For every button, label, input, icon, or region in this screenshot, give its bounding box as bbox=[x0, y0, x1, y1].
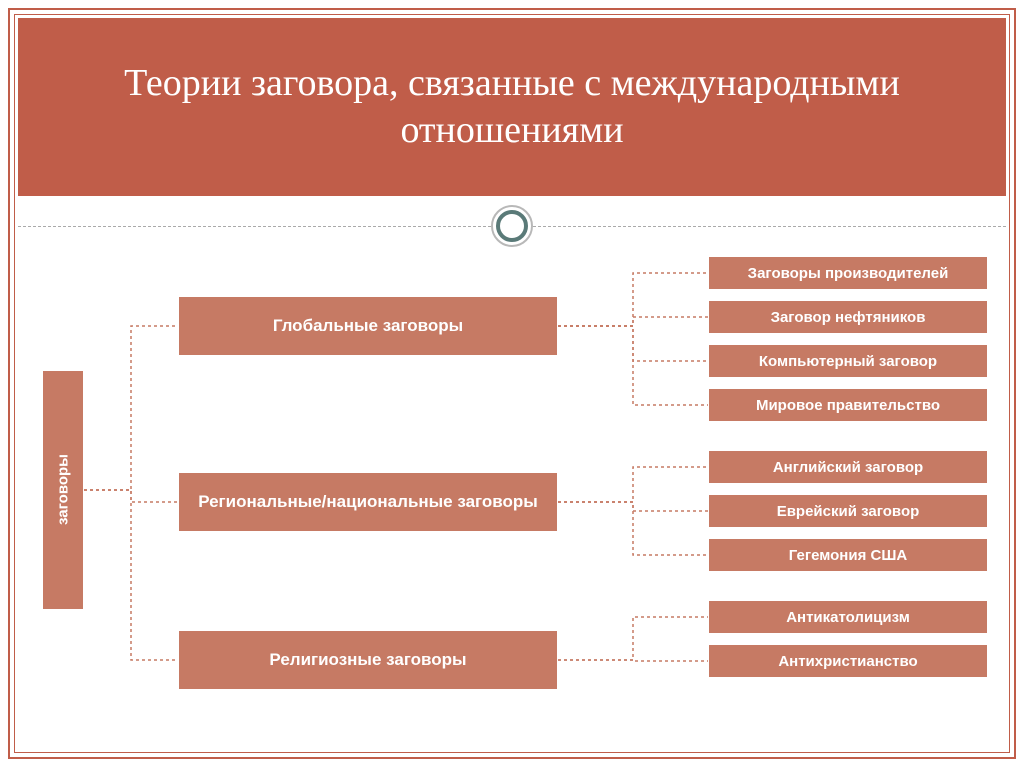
tree-node: Антикатолицизм bbox=[708, 600, 988, 634]
tree-node: Заговоры производителей bbox=[708, 256, 988, 290]
tree-node: заговоры bbox=[42, 370, 84, 610]
tree-node: Еврейский заговор bbox=[708, 494, 988, 528]
tree-node: Глобальные заговоры bbox=[178, 296, 558, 356]
tree-node: Заговор нефтяников bbox=[708, 300, 988, 334]
tree-node: Гегемония США bbox=[708, 538, 988, 572]
tree-node: Религиозные заговоры bbox=[178, 630, 558, 690]
tree-node: Компьютерный заговор bbox=[708, 344, 988, 378]
tree-node: Региональные/национальные заговоры bbox=[178, 472, 558, 532]
slide-title: Теории заговора, связанные с международн… bbox=[18, 18, 1006, 196]
tree-node: Мировое правительство bbox=[708, 388, 988, 422]
tree-node: Английский заговор bbox=[708, 450, 988, 484]
hierarchy-diagram: заговоры Глобальные заговоры Заговоры прои… bbox=[18, 250, 1006, 749]
divider-ornament bbox=[491, 205, 533, 247]
tree-node: Антихристианство bbox=[708, 644, 988, 678]
